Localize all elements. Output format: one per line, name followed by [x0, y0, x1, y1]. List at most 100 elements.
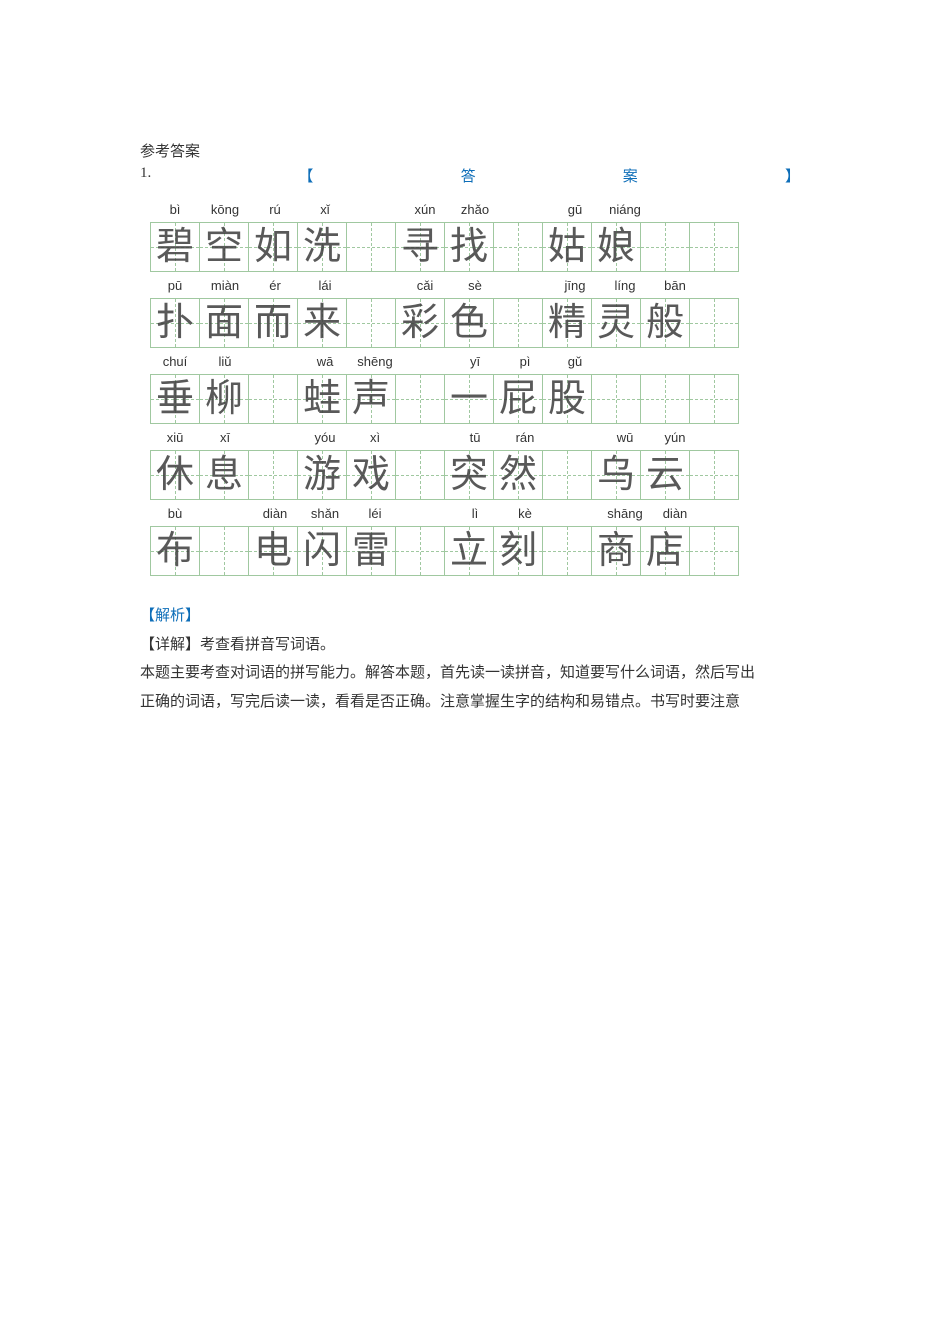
pinyin-cell: rán: [500, 430, 550, 450]
pinyin-cell: [250, 430, 300, 450]
pinyin-cell: líng: [600, 278, 650, 298]
grid-row: chuíliǔwāshēngyīpìgǔ垂柳蛙声一屁股: [150, 354, 850, 424]
pinyin-cell: [650, 354, 700, 374]
glyph: 般: [646, 304, 684, 342]
char-cell: [493, 298, 543, 348]
glyph: 而: [254, 304, 292, 342]
char-cell: [395, 374, 445, 424]
char-cell: 店: [640, 526, 690, 576]
pinyin-cell: [350, 278, 400, 298]
glyph: 彩: [401, 304, 439, 342]
pinyin-row: pūmiànérláicǎisèjīnglíngbān: [150, 278, 850, 298]
pinyin-cell: [500, 278, 550, 298]
char-cell: 彩: [395, 298, 445, 348]
char-row: 休息游戏突然乌云: [150, 450, 850, 500]
glyph: 闪: [303, 532, 341, 570]
char-cell: 色: [444, 298, 494, 348]
char-cell: 如: [248, 222, 298, 272]
pinyin-cell: niáng: [600, 202, 650, 222]
character-grid: bìkōngrúxǐxúnzhǎogūniáng碧空如洗寻找姑娘pūmiànér…: [150, 202, 850, 576]
pinyin-cell: lái: [300, 278, 350, 298]
char-cell: [689, 222, 739, 272]
pinyin-row: chuíliǔwāshēngyīpìgǔ: [150, 354, 850, 374]
pinyin-cell: [550, 430, 600, 450]
answer-char-2: 案: [623, 165, 638, 186]
char-cell: 空: [199, 222, 249, 272]
glyph: 来: [303, 304, 341, 342]
pinyin-cell: xǐ: [300, 202, 350, 222]
glyph: 蛙: [303, 380, 341, 418]
char-cell: 洗: [297, 222, 347, 272]
char-cell: [248, 450, 298, 500]
pinyin-cell: tū: [450, 430, 500, 450]
char-cell: 找: [444, 222, 494, 272]
pinyin-cell: [400, 430, 450, 450]
char-cell: 戏: [346, 450, 396, 500]
char-cell: 碧: [150, 222, 200, 272]
pinyin-cell: bān: [650, 278, 700, 298]
pinyin-cell: [250, 354, 300, 374]
analysis-title: 【解析】: [140, 602, 850, 631]
pinyin-row: xiūxīyóuxìtūránwūyún: [150, 430, 850, 450]
pinyin-cell: [700, 506, 750, 526]
glyph: 寻: [401, 228, 439, 266]
char-row: 垂柳蛙声一屁股: [150, 374, 850, 424]
char-cell: [591, 374, 641, 424]
pinyin-cell: xiū: [150, 430, 200, 450]
pinyin-cell: diàn: [250, 506, 300, 526]
glyph: 电: [254, 532, 292, 570]
pinyin-cell: [700, 202, 750, 222]
char-cell: 刻: [493, 526, 543, 576]
glyph: 屁: [499, 380, 537, 418]
pinyin-cell: shāng: [600, 506, 650, 526]
glyph: 如: [254, 228, 292, 266]
char-cell: 云: [640, 450, 690, 500]
pinyin-cell: jīng: [550, 278, 600, 298]
glyph: 精: [548, 304, 586, 342]
char-cell: 娘: [591, 222, 641, 272]
char-cell: [640, 374, 690, 424]
glyph: 休: [156, 456, 194, 494]
char-cell: 精: [542, 298, 592, 348]
char-cell: 柳: [199, 374, 249, 424]
answer-char-1: 答: [461, 165, 476, 186]
char-cell: 灵: [591, 298, 641, 348]
char-cell: 雷: [346, 526, 396, 576]
char-cell: [689, 526, 739, 576]
glyph: 娘: [597, 228, 635, 266]
pinyin-cell: xún: [400, 202, 450, 222]
pinyin-cell: pì: [500, 354, 550, 374]
pinyin-cell: gū: [550, 202, 600, 222]
glyph: 商: [597, 532, 635, 570]
pinyin-cell: [700, 430, 750, 450]
char-cell: 突: [444, 450, 494, 500]
document-page: 参考答案 1. 【 答 案 】 bìkōngrúxǐxúnzhǎogūniáng…: [0, 0, 950, 776]
char-cell: 布: [150, 526, 200, 576]
pinyin-cell: [200, 506, 250, 526]
char-cell: 扑: [150, 298, 200, 348]
glyph: 垂: [156, 380, 194, 418]
char-cell: [395, 450, 445, 500]
char-row: 布电闪雷立刻商店: [150, 526, 850, 576]
pinyin-cell: yī: [450, 354, 500, 374]
char-cell: [542, 526, 592, 576]
pinyin-cell: chuí: [150, 354, 200, 374]
glyph: 灵: [597, 304, 635, 342]
pinyin-cell: [500, 202, 550, 222]
char-cell: [689, 298, 739, 348]
bracket-open: 【: [298, 165, 313, 186]
pinyin-cell: bù: [150, 506, 200, 526]
char-cell: 休: [150, 450, 200, 500]
glyph: 刻: [499, 532, 537, 570]
char-row: 碧空如洗寻找姑娘: [150, 222, 850, 272]
char-cell: 蛙: [297, 374, 347, 424]
glyph: 一: [450, 380, 488, 418]
pinyin-cell: lì: [450, 506, 500, 526]
pinyin-row: bìkōngrúxǐxúnzhǎogūniáng: [150, 202, 850, 222]
glyph: 空: [205, 228, 243, 266]
pinyin-cell: shǎn: [300, 506, 350, 526]
glyph: 雷: [352, 532, 390, 570]
glyph: 云: [646, 456, 684, 494]
pinyin-cell: kè: [500, 506, 550, 526]
pinyin-cell: [700, 278, 750, 298]
